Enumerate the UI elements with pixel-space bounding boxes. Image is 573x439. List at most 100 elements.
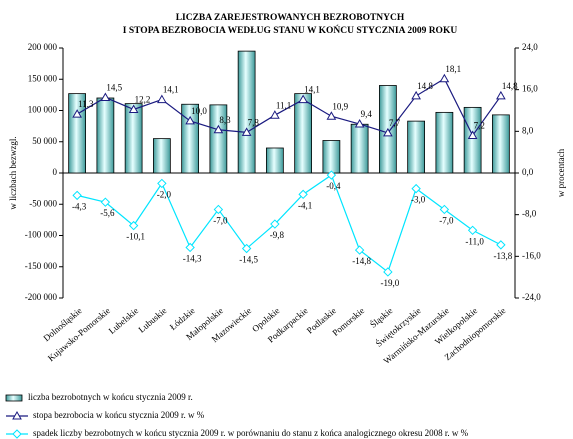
point [383, 267, 393, 277]
legend-swatch [5, 394, 23, 402]
point [439, 204, 450, 215]
bar [294, 93, 312, 174]
data-label: 14,1 [304, 85, 320, 95]
bar [152, 138, 171, 174]
data-label: -5,6 [100, 208, 115, 218]
data-label: -4,3 [72, 201, 87, 211]
point [100, 197, 111, 207]
point [298, 189, 308, 200]
bar [435, 111, 454, 174]
point [383, 127, 393, 137]
data-label: -7,0 [439, 216, 454, 226]
y-tick-label: -100 000 [25, 230, 58, 240]
data-label: -14,3 [183, 254, 202, 264]
y2-tick-label: 24,0 [522, 42, 538, 52]
point [411, 90, 421, 100]
point [439, 73, 450, 83]
y2-tick-label: -24,0 [522, 292, 541, 302]
point [467, 225, 478, 235]
bar [407, 120, 425, 174]
data-label: 10,0 [191, 106, 207, 116]
point [326, 111, 337, 120]
data-label: 14,5 [106, 83, 122, 93]
y-tick-label: 0 [53, 167, 58, 177]
x-tick-label: Lubelskie [107, 305, 141, 335]
point [128, 104, 139, 113]
chart-title: LICZBA ZAREJESTROWANYCH BEZROBOTNYCH [176, 13, 405, 23]
point [128, 220, 139, 231]
chart-subtitle: I STOPA BEZROBOCIA WEDŁUG STANU W KOŃCU … [123, 24, 458, 36]
data-label: -0,4 [326, 181, 341, 191]
point [72, 109, 82, 118]
bar [463, 106, 482, 174]
data-label: -13,8 [494, 251, 513, 261]
data-label: -7,0 [213, 216, 228, 226]
bar [350, 123, 369, 174]
data-label: 12,2 [135, 95, 151, 105]
point [270, 219, 280, 229]
data-label: 14,8 [417, 81, 433, 91]
legend-label: liczba bezrobotnych w końcu stycznia 200… [28, 392, 193, 402]
point [241, 243, 252, 254]
y-tick-label: 50 000 [32, 136, 57, 146]
data-label: 7,8 [248, 117, 260, 127]
data-label: 10,9 [332, 101, 348, 111]
data-label: -4,1 [298, 200, 312, 210]
bar [491, 114, 510, 174]
legend-label: spadek liczby bezrobotnych w końcu stycz… [33, 428, 469, 438]
point [213, 124, 224, 134]
point [411, 183, 421, 194]
y2-axis-label: w procentach [556, 148, 566, 197]
data-label: 9,4 [361, 109, 373, 119]
point [72, 190, 82, 201]
x-tick-label: Lubuskie [136, 305, 168, 334]
data-label: -3,0 [411, 195, 426, 205]
data-label: -9,8 [270, 230, 285, 240]
point [326, 170, 337, 180]
data-label: 11,3 [78, 99, 94, 109]
line [76, 174, 502, 273]
point [298, 94, 308, 104]
line [76, 77, 502, 137]
y-tick-label: -50 000 [29, 198, 57, 208]
data-label: 11,1 [276, 100, 291, 110]
data-label: -2,0 [157, 189, 172, 199]
data-label: -11,0 [465, 236, 484, 246]
legend-marker [12, 410, 22, 420]
legend-marker [12, 429, 22, 439]
point [185, 115, 195, 125]
y-tick-label: -200 000 [25, 292, 58, 302]
bar [322, 140, 341, 174]
y2-tick-label: 16,0 [522, 84, 538, 94]
data-label: 14,8 [502, 81, 518, 91]
bar [265, 147, 284, 174]
data-label: -14,5 [239, 255, 258, 265]
point [354, 119, 365, 128]
point [241, 127, 252, 136]
data-label: 8,3 [219, 115, 231, 125]
bar [68, 93, 87, 174]
y2-tick-label: 0,0 [522, 167, 534, 177]
y-tick-label: 100 000 [28, 105, 58, 115]
y-tick-label: -150 000 [25, 261, 58, 271]
point [354, 245, 365, 255]
point [157, 178, 167, 189]
bar [181, 103, 199, 174]
point [157, 94, 167, 104]
y2-tick-label: -8,0 [522, 209, 537, 219]
y-axis-label: w liczbach bezwzgl. [8, 136, 18, 209]
data-label: 7,7 [389, 118, 401, 128]
bar [209, 104, 228, 174]
data-label: -14,8 [352, 256, 371, 266]
point [496, 240, 506, 250]
bar [237, 50, 256, 174]
data-label: 18,1 [445, 64, 461, 74]
data-label: 14,1 [163, 85, 179, 95]
y-tick-label: 200 000 [28, 42, 58, 52]
data-label: -19,0 [381, 278, 400, 288]
bar [124, 103, 143, 174]
y2-tick-label: 8,0 [522, 125, 534, 135]
point [213, 204, 224, 215]
point [185, 242, 195, 253]
